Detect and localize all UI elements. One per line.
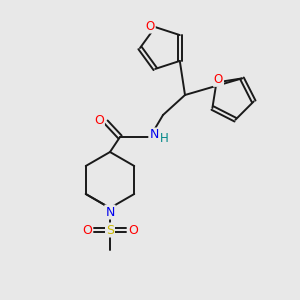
Text: O: O: [82, 224, 92, 236]
Text: N: N: [105, 206, 115, 218]
Text: O: O: [146, 20, 155, 33]
Text: O: O: [128, 224, 138, 236]
Text: O: O: [94, 113, 104, 127]
Text: N: N: [149, 128, 159, 142]
Text: S: S: [106, 224, 114, 236]
Text: O: O: [214, 73, 223, 86]
Text: H: H: [160, 133, 168, 146]
